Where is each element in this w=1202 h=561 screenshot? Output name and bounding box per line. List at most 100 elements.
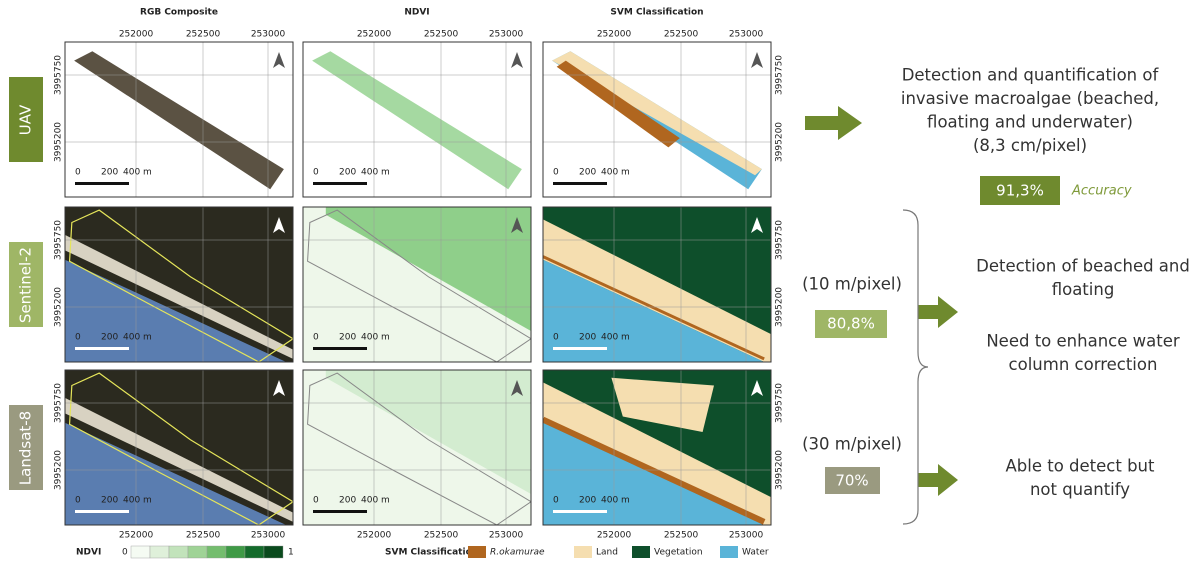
legend-swatch (245, 546, 264, 558)
scale-label: 0 (313, 496, 319, 506)
row-label: UAV (17, 104, 35, 135)
arrow (918, 296, 958, 328)
legend-swatch (720, 546, 738, 558)
scale-label: 400 m (601, 168, 630, 178)
x-tick-label: 252500 (186, 30, 221, 40)
scale-label: 0 (313, 168, 319, 178)
legend-swatch (632, 546, 650, 558)
accuracy-value: 70% (835, 472, 868, 490)
arrow (805, 106, 862, 140)
column-title: RGB Composite (140, 8, 218, 18)
y-tick-label: 3995200 (775, 450, 785, 490)
x-tick-label: 252000 (119, 30, 154, 40)
scale-bar (75, 347, 129, 350)
map-image (65, 207, 293, 362)
y-tick-label: 3995200 (54, 122, 64, 162)
legend-swatch (169, 546, 188, 558)
y-tick-label: 3995200 (775, 122, 785, 162)
legend-swatch (131, 546, 150, 558)
scale-label: 200 (339, 168, 356, 178)
figure: RGB Composite NDVI SVM Classification UAV 0 2… (0, 0, 1202, 561)
scale-label: 0 (75, 333, 81, 343)
map-image (65, 370, 293, 525)
x-tick-label: 253000 (729, 531, 764, 541)
column-title: NDVI (404, 8, 429, 18)
resolution: (10 m/pixel) (802, 275, 902, 294)
arrow (918, 464, 958, 496)
y-tick-label: 3995750 (54, 383, 64, 423)
legend-swatch (150, 546, 169, 558)
map-panel: 0 200 400 m (303, 42, 531, 197)
legend-swatch (574, 546, 592, 558)
x-tick-label: 253000 (251, 531, 286, 541)
x-tick-label: 252500 (664, 531, 699, 541)
y-tick-label: 3995750 (54, 220, 64, 260)
legend-label: R.okamurae (490, 548, 545, 558)
scale-label: 400 m (123, 168, 152, 178)
x-tick-label: 252500 (186, 531, 221, 541)
result-text: column correction (1009, 355, 1158, 374)
x-tick-label: 252500 (424, 531, 459, 541)
row-label: Landsat-8 (17, 411, 35, 485)
map-panel: 0200400 m (303, 207, 531, 362)
map-image (543, 207, 771, 362)
resolution: (30 m/pixel) (802, 435, 902, 454)
scale-label: 400 m (361, 168, 390, 178)
accuracy-value: 80,8% (827, 315, 875, 333)
legend-title: NDVI (76, 548, 101, 558)
scale-label: 200 (339, 496, 356, 506)
result-text: invasive macroalgae (beached, (901, 89, 1159, 108)
legend-swatch (264, 546, 283, 558)
result-text: Able to detect but (1006, 457, 1156, 476)
x-tick-label: 253000 (489, 531, 524, 541)
scale-label: 400 m (123, 333, 152, 343)
x-tick-label: 253000 (489, 30, 524, 40)
scale-label: 0 (553, 496, 559, 506)
map-panel: 0 200 400 m (543, 370, 771, 525)
scale-label: 200 (339, 333, 356, 343)
y-tick-label: 3995200 (775, 287, 785, 327)
result-text: Detection and quantification of (902, 66, 1160, 85)
result-text: floating (1052, 280, 1115, 299)
x-tick-label: 253000 (729, 30, 764, 40)
map-image (303, 370, 531, 525)
map-image (303, 207, 531, 362)
y-tick-label: 3995750 (54, 55, 64, 95)
scale-label: 0 (75, 496, 81, 506)
scale-label: 0 (553, 168, 559, 178)
legend-label: 0 (122, 548, 128, 558)
map-image (543, 370, 771, 525)
y-tick-label: 3995750 (775, 383, 785, 423)
accuracy-value: 91,3% (996, 182, 1044, 200)
scale-label: 200 (579, 333, 596, 343)
scale-label: 200 (579, 496, 596, 506)
scale-bar (75, 510, 129, 513)
scale-bar (75, 182, 129, 185)
scale-label: 0 (75, 168, 81, 178)
legend-swatch (468, 546, 486, 558)
y-tick-label: 3995200 (54, 450, 64, 490)
result-text: floating and underwater) (927, 113, 1133, 132)
x-tick-label: 252000 (357, 531, 392, 541)
map-image (303, 42, 531, 197)
legend-label: Water (742, 548, 769, 558)
x-tick-label: 252500 (424, 30, 459, 40)
scale-label: 400 m (361, 333, 390, 343)
legend-swatch (207, 546, 226, 558)
x-tick-label: 252000 (597, 30, 632, 40)
legend-title: SVM Classification (385, 548, 478, 558)
scale-label: 0 (553, 333, 559, 343)
scale-bar (313, 347, 367, 350)
legend-swatch (226, 546, 245, 558)
scale-label: 400 m (601, 496, 630, 506)
result-text: (8,3 cm/pixel) (973, 136, 1087, 155)
column-title: SVM Classification (610, 8, 703, 18)
map-panel: 0 200 400 m (65, 370, 293, 525)
scale-bar (553, 182, 607, 185)
map-panel: 0 200 400 m (543, 42, 771, 197)
scale-label: 200 (101, 496, 118, 506)
scale-label: 200 (579, 168, 596, 178)
scale-label: 400 m (361, 496, 390, 506)
scale-label: 400 m (123, 496, 152, 506)
